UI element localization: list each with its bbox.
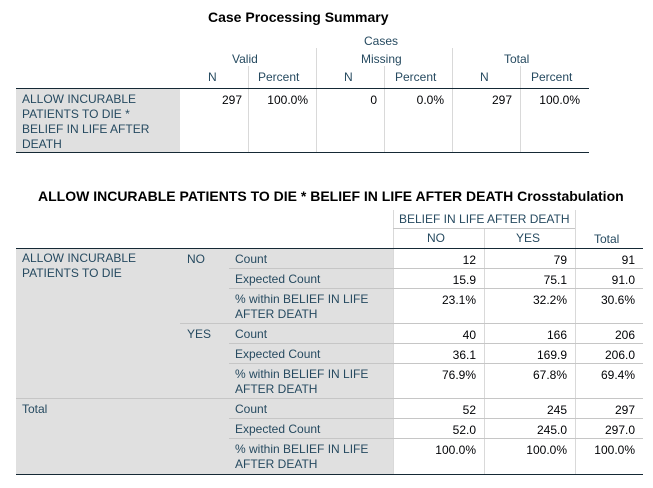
crosstab-title: ALLOW INCURABLE PATIENTS TO DIE * BELIEF… [38,188,624,204]
group-label-no: NO [187,252,205,266]
valid-n: 297 [221,93,242,107]
col-yes-header: YES [516,231,541,245]
col-divider [316,48,317,152]
stat-label: % within BELIEF IN LIFE AFTER DEATH [235,442,369,471]
table-bottom-rule [16,152,589,153]
cell-total: 206 [614,328,635,342]
cell-yes: 67.8% [532,368,567,382]
total-row-label: Total [22,402,48,416]
stat-label: Count [235,402,268,416]
header-rule [16,248,643,249]
col-divider [520,66,521,152]
stat-label: % within BELIEF IN LIFE AFTER DEATH [235,292,369,321]
row-rule [229,343,643,344]
total-percent: 100.0% [539,93,580,107]
row-rule [229,268,643,269]
col-total-header: Total [594,232,620,246]
missing-percent: 0.0% [416,93,444,107]
sub-header: N [208,70,217,84]
row-var-label: ALLOW INCURABLE PATIENTS TO DIE [22,251,137,280]
col-divider [384,66,385,152]
cell-no: 52 [462,403,476,417]
sub-header: Percent [395,70,437,84]
cell-no: 36.1 [452,348,476,362]
row-rule [229,363,643,364]
cell-yes: 100.0% [526,443,567,457]
cell-yes: 166 [546,328,567,342]
missing-header: Missing [361,52,402,66]
cell-total: 30.6% [600,293,635,307]
sub-header: Percent [258,70,300,84]
cell-yes: 32.2% [532,293,567,307]
stat-label: Expected Count [235,347,321,361]
summary-row-label: ALLOW INCURABLE PATIENTS TO DIE * BELIEF… [22,92,150,151]
cell-yes: 169.9 [536,348,567,362]
total-n: 297 [491,93,512,107]
sub-header: N [344,70,353,84]
row-rule [229,418,643,419]
cell-no: 23.1% [441,293,476,307]
header-rule [16,88,589,89]
valid-header: Valid [232,52,258,66]
cell-total: 297 [614,403,635,417]
cell-total: 91 [621,253,635,267]
col-var-header: BELIEF IN LIFE AFTER DEATH [399,212,570,226]
table-bottom-rule [16,474,643,475]
cell-total: 206.0 [604,348,635,362]
cell-no: 15.9 [452,273,476,287]
cases-header: Cases [364,34,399,48]
stat-label: Count [235,252,268,266]
cell-yes: 75.1 [543,273,567,287]
stat-label: Expected Count [235,272,321,286]
missing-n: 0 [370,93,377,107]
col-divider [248,66,249,152]
sub-header: N [480,70,489,84]
row-label-bg [16,249,393,474]
cell-yes: 245 [546,403,567,417]
row-label-bg [16,89,180,152]
cell-yes: 79 [553,253,567,267]
valid-percent: 100.0% [267,93,308,107]
total-header: Total [504,52,530,66]
stat-label: % within BELIEF IN LIFE AFTER DEATH [235,367,369,396]
col-divider [484,228,485,474]
col-no-header: NO [427,231,445,245]
row-rule [229,438,643,439]
sub-header: Percent [531,70,573,84]
col-divider [452,48,453,152]
cell-total: 91.0 [611,273,635,287]
cell-no: 100.0% [435,443,476,457]
stat-label: Count [235,327,268,341]
col-divider [575,210,576,474]
cell-total: 100.0% [594,443,635,457]
cell-total: 69.4% [600,368,635,382]
cell-total: 297.0 [604,423,635,437]
group-separator [16,398,643,399]
cell-no: 76.9% [441,368,476,382]
group-separator [180,323,643,324]
cell-no: 52.0 [452,423,476,437]
stat-label: Expected Count [235,422,321,436]
col-divider [393,210,394,474]
header-rule [393,228,575,229]
group-label-yes: YES [187,327,212,341]
row-rule [229,288,643,289]
cell-no: 12 [462,253,476,267]
cell-no: 40 [462,328,476,342]
summary-title: Case Processing Summary [208,9,389,25]
cell-yes: 245.0 [536,423,567,437]
